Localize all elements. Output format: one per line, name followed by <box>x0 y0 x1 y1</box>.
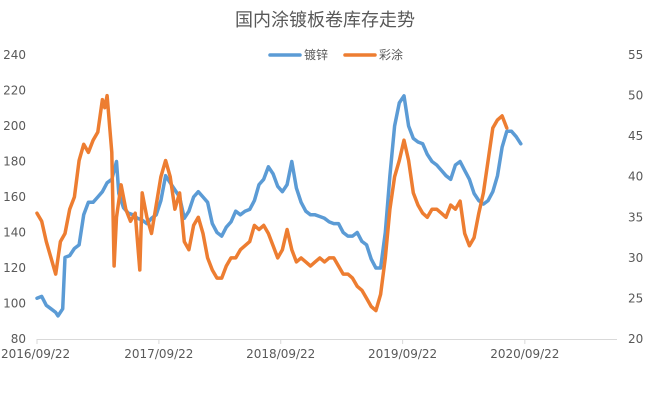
y-right-tick-label: 40 <box>628 170 643 184</box>
y-right-tick-label: 45 <box>628 129 643 143</box>
legend-label: 镀锌 <box>304 48 328 62</box>
y-left-tick-label: 180 <box>3 155 26 169</box>
y-left-tick-label: 120 <box>3 261 26 275</box>
y-left-tick-label: 240 <box>3 48 26 62</box>
y-left-tick-label: 80 <box>11 332 26 346</box>
chart-title: 国内涂镀板卷库存走势 <box>235 10 415 31</box>
y-left-tick-label: 200 <box>3 119 26 133</box>
y-left-tick-label: 100 <box>3 297 26 311</box>
y-right-tick-label: 35 <box>628 210 643 224</box>
legend-label: 彩涂 <box>379 47 403 62</box>
y-right-tick-label: 20 <box>628 332 643 346</box>
x-tick-label: 2016/09/22 <box>1 347 70 361</box>
x-tick-label: 2020/09/22 <box>490 347 559 361</box>
series-line-color-coated <box>35 93 509 313</box>
y-left-tick-label: 140 <box>3 226 26 240</box>
x-tick-label: 2018/09/22 <box>246 347 315 361</box>
y-right-tick-label: 50 <box>628 89 643 103</box>
series-line-galvanized <box>35 94 523 318</box>
y-right-tick-label: 25 <box>628 291 643 305</box>
y-left-tick-label: 220 <box>3 84 26 98</box>
y-right-tick-label: 55 <box>628 48 643 62</box>
x-tick-label: 2017/09/22 <box>124 347 193 361</box>
plot-area: 80 100 120 140 160 180 200 220 240 20 25 30 35 40 45 50… <box>1 48 643 361</box>
x-tick-label: 2019/09/22 <box>368 347 437 361</box>
legend: 镀锌 彩涂 <box>268 47 403 62</box>
y-left-tick-label: 160 <box>3 190 26 204</box>
y-right-tick-label: 30 <box>628 251 643 265</box>
